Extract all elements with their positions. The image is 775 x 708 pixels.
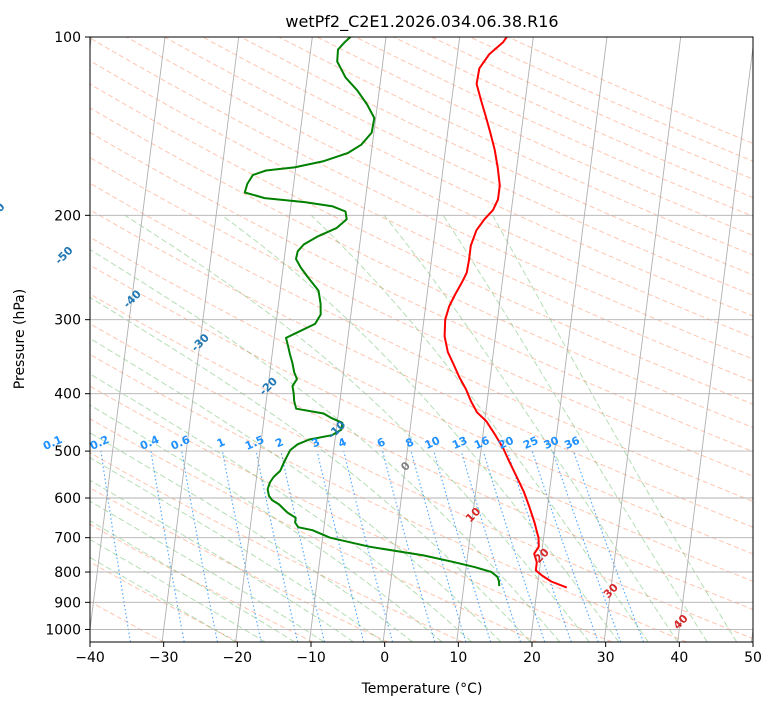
x-tick-label-5: 10 (449, 650, 467, 666)
moist-adiabat-7 (90, 404, 443, 642)
isotherm-13 (382, 37, 461, 642)
mixing-ratio-label-14: 20 (496, 434, 516, 452)
axis-ticks: −40 −30 −20 −10 0 10 20 30 40 50 100 200 300 400 500 60… (45, 30, 762, 666)
y-tick-label-4: 500 (54, 444, 81, 460)
mixing-ratio-line-5 (255, 450, 299, 642)
mixing-ratio-line-6 (280, 450, 326, 642)
moist-adiabat-4 (90, 479, 354, 642)
dry-adiabat-17 (90, 131, 753, 453)
isotherm-9 (90, 37, 166, 633)
isotherm-17 (677, 43, 753, 642)
dry-adiabat-24 (202, 37, 753, 296)
plot-frame (89, 36, 754, 643)
moist-adiabat-9 (90, 337, 502, 642)
x-tick-label-4: 0 (380, 650, 389, 666)
mixing-ratio-label-15: 25 (521, 434, 540, 452)
sounding-series (243, 37, 568, 589)
temperature-line (443, 37, 568, 589)
moist-adiabat-5 (90, 457, 384, 642)
mixing-ratio-line-14 (506, 450, 572, 642)
mixing-ratio-line-3 (181, 451, 218, 642)
moist-adiabat-6 (90, 432, 413, 642)
mixing-ratio-line-10 (410, 450, 467, 642)
mixing-ratio-line-17 (572, 450, 645, 642)
x-tick-label-0: −40 (75, 650, 105, 666)
dry-adiabat-15 (90, 182, 753, 502)
dry-adiabat-18 (90, 107, 753, 429)
isotherm-label-4: -60 (0, 200, 8, 223)
x-axis-label: Temperature (°C) (361, 681, 483, 697)
x-tick-label-8: 40 (670, 650, 688, 666)
dry-adiabat-11 (90, 293, 753, 611)
y-tick-label-9: 1000 (45, 622, 81, 638)
mixing-ratio-line-4 (221, 450, 262, 642)
dry-adiabat-8 (90, 385, 613, 642)
mixing-ratio-label-13: 16 (472, 434, 492, 452)
y-axis-label: Pressure (hPa) (12, 289, 28, 389)
chart-title: wetPf2_C2E1.2026.034.06.38.R16 (285, 12, 558, 32)
dewpoint-line (243, 37, 501, 587)
mixing-ratio-label-17: 36 (562, 434, 582, 452)
dry-adiabat-5 (90, 487, 389, 642)
moist-adiabat-8 (90, 373, 472, 642)
y-tick-label-5: 600 (54, 491, 81, 507)
mixing-ratio-line-7 (316, 450, 365, 642)
dry-adiabat-23 (164, 37, 753, 317)
x-tick-label-7: 30 (597, 650, 615, 666)
mixing-ratio-line-16 (552, 450, 622, 642)
isotherm-18 (750, 625, 753, 642)
mixing-ratio-label-12: 13 (450, 434, 469, 452)
x-tick-label-1: −30 (149, 650, 179, 666)
moist-adiabat-11 (90, 248, 561, 642)
mixing-ratio-line-11 (433, 450, 492, 642)
y-tick-label-8: 900 (54, 595, 81, 611)
moist-adiabat-15 (383, 214, 679, 642)
mixing-ratio-label-11: 10 (423, 434, 443, 452)
moist-adiabat-14 (310, 214, 649, 642)
line-labels: 0.10.20.40.611.52346810131620253036-100-… (0, 200, 691, 632)
moist-adiabat-1 (90, 538, 266, 642)
dry-adiabat-12 (90, 264, 753, 582)
mixing-ratio-line-9 (382, 450, 436, 642)
isotherm-10 (161, 37, 240, 642)
x-tick-label-9: 50 (744, 650, 762, 666)
isotherm-label-5: -50 (52, 244, 75, 267)
x-tick-label-6: 20 (523, 650, 541, 666)
isotherm-14 (456, 37, 534, 642)
y-tick-label-3: 400 (54, 387, 81, 403)
mixing-ratio-line-13 (482, 450, 546, 642)
dry-adiabat-9 (90, 353, 687, 642)
moist-adiabat-17 (492, 215, 738, 642)
moist-adiabat-13 (221, 214, 620, 642)
y-tick-label-1: 200 (54, 208, 81, 224)
isotherm-16 (603, 37, 682, 642)
dry-adiabats (90, 37, 753, 642)
x-tick-label-3: −10 (296, 650, 326, 666)
isotherm-11 (235, 37, 313, 642)
x-tick-label-2: −20 (223, 650, 253, 666)
mixing-ratio-label-16: 30 (542, 434, 562, 452)
y-tick-label-6: 700 (54, 531, 81, 547)
moist-adiabat-16 (442, 215, 708, 642)
grid-lines (90, 37, 753, 642)
isotherm-12 (308, 37, 387, 642)
mixing-ratio-line-15 (531, 450, 599, 642)
dry-adiabat-6 (90, 452, 463, 642)
moist-adiabats (90, 214, 738, 642)
moist-adiabat-10 (90, 296, 531, 642)
dry-adiabat-14 (90, 209, 753, 528)
dry-adiabat-16 (90, 157, 753, 477)
moist-adiabat-0 (90, 556, 236, 642)
dry-adiabat-3 (90, 561, 239, 642)
isotherm-15 (529, 37, 608, 642)
y-tick-label-7: 800 (54, 565, 81, 581)
y-tick-label-0: 100 (54, 30, 81, 46)
y-tick-label-2: 300 (54, 313, 81, 329)
mixing-ratio-line-12 (460, 450, 522, 642)
